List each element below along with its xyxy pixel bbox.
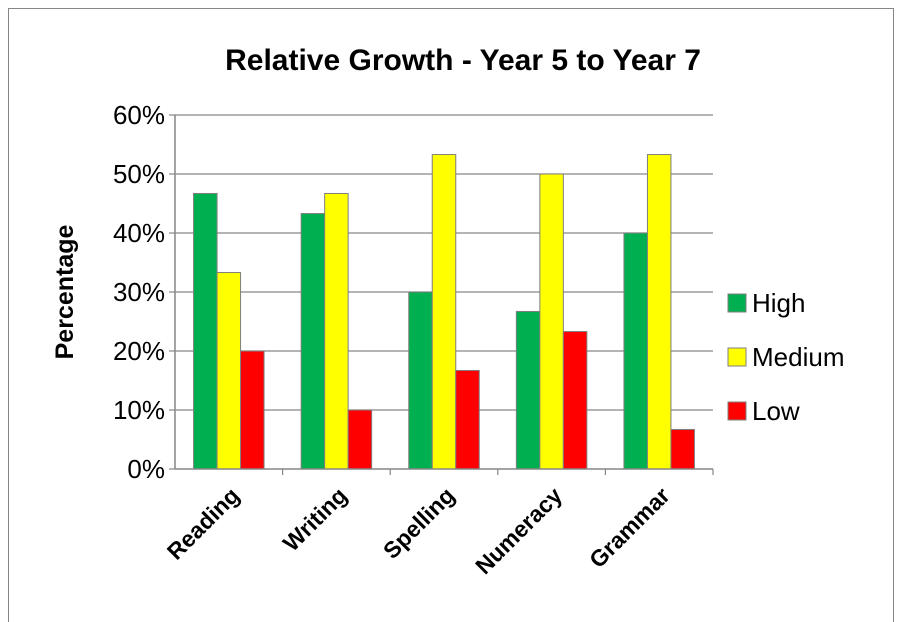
bar-low-spelling: [455, 369, 480, 470]
chart-title: Relative Growth - Year 5 to Year 7: [225, 44, 701, 77]
bar-high-reading: [193, 192, 218, 470]
bar-medium-numeracy: [539, 173, 564, 470]
y-axis-ticks: 0% 10% 20% 30% 40% 50% 60%: [113, 100, 165, 484]
legend-label-low: Low: [752, 396, 800, 426]
bar-high-spelling: [408, 291, 433, 470]
x-category-label: Grammar: [584, 482, 675, 573]
bar-low-numeracy: [562, 331, 588, 470]
y-tick-label: 50%: [113, 159, 165, 189]
y-tick-label: 30%: [113, 277, 165, 307]
x-category-label: Reading: [162, 482, 245, 565]
legend-label-medium: Medium: [752, 342, 844, 372]
bar-high-writing: [300, 213, 326, 470]
x-category-label: Writing: [278, 482, 352, 556]
bar-medium-reading: [216, 272, 242, 470]
y-tick-label: 20%: [113, 336, 165, 366]
x-category-label: Numeracy: [470, 482, 567, 579]
y-tick-label: 60%: [113, 100, 165, 130]
legend-swatch-medium: [727, 347, 747, 367]
legend-label-high: High: [752, 288, 805, 318]
bar-medium-spelling: [431, 154, 457, 470]
y-tick-label: 10%: [113, 395, 165, 425]
legend-swatch-high: [727, 293, 747, 313]
bar-low-grammar: [670, 428, 695, 470]
bar-high-numeracy: [515, 310, 541, 470]
bar-high-grammar: [623, 232, 648, 470]
y-axis-label: Percentage: [51, 225, 79, 360]
bar-low-writing: [347, 409, 373, 470]
legend: High Medium Low: [727, 288, 844, 426]
legend-swatch-low: [727, 401, 747, 421]
bar-medium-grammar: [646, 154, 672, 470]
y-tick-label: 0%: [127, 454, 165, 484]
y-tick-label: 40%: [113, 218, 165, 248]
bar-low-reading: [240, 350, 265, 470]
x-axis-categories: Reading Writing Spelling Numeracy Grammar: [162, 482, 675, 579]
bars: [193, 154, 695, 470]
bar-medium-writing: [324, 192, 349, 470]
x-category-label: Spelling: [378, 482, 460, 564]
